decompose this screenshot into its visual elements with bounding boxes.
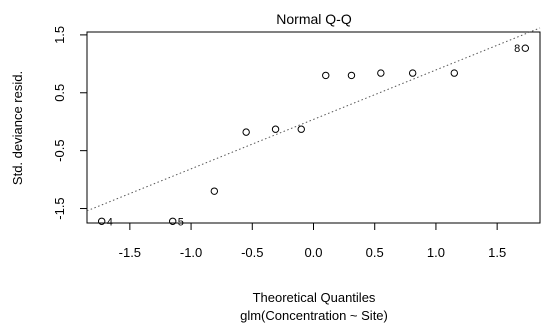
x-tick-label: -1.0 bbox=[180, 245, 202, 260]
x-tick-label: 1.0 bbox=[427, 245, 445, 260]
data-point bbox=[347, 71, 356, 80]
data-point bbox=[97, 217, 106, 225]
reference-line-group bbox=[86, 27, 541, 212]
y-tick-label: -1.5 bbox=[52, 197, 67, 219]
point-label: 5 bbox=[178, 216, 184, 228]
data-point bbox=[271, 125, 280, 133]
points-group: 4 5 8 bbox=[97, 43, 530, 228]
x-tick-label: 0.0 bbox=[304, 245, 322, 260]
data-point bbox=[450, 69, 458, 77]
x-tick-label: 0.5 bbox=[366, 245, 384, 260]
x-tick-label: -1.5 bbox=[119, 245, 141, 260]
y-axis: -1.5 -0.5 0.5 1.5 bbox=[52, 26, 88, 220]
y-tick-label: -0.5 bbox=[52, 139, 67, 161]
data-point bbox=[377, 69, 385, 77]
y-tick-label: 1.5 bbox=[52, 26, 67, 44]
y-tick-label: 0.5 bbox=[52, 84, 67, 102]
data-point bbox=[297, 125, 305, 133]
data-point bbox=[169, 217, 177, 225]
x-axis-subtitle: glm(Concentration ~ Site) bbox=[240, 308, 388, 323]
reference-line bbox=[86, 27, 541, 212]
point-label: 4 bbox=[107, 216, 113, 228]
plot-frame bbox=[86, 31, 541, 224]
chart-title: Normal Q-Q bbox=[276, 11, 352, 27]
y-axis-title: Std. deviance resid. bbox=[10, 71, 25, 185]
point-label: 8 bbox=[514, 43, 520, 55]
data-point bbox=[521, 44, 530, 52]
data-point bbox=[322, 71, 330, 80]
data-point bbox=[242, 128, 250, 136]
data-point bbox=[210, 187, 219, 195]
x-axis-title: Theoretical Quantiles bbox=[253, 290, 376, 305]
x-tick-label: 1.5 bbox=[488, 245, 506, 260]
x-tick-label: -0.5 bbox=[241, 245, 263, 260]
data-point bbox=[408, 69, 417, 77]
x-axis: -1.5 -1.0 -0.5 0.0 0.5 1.0 1.5 bbox=[119, 222, 506, 260]
